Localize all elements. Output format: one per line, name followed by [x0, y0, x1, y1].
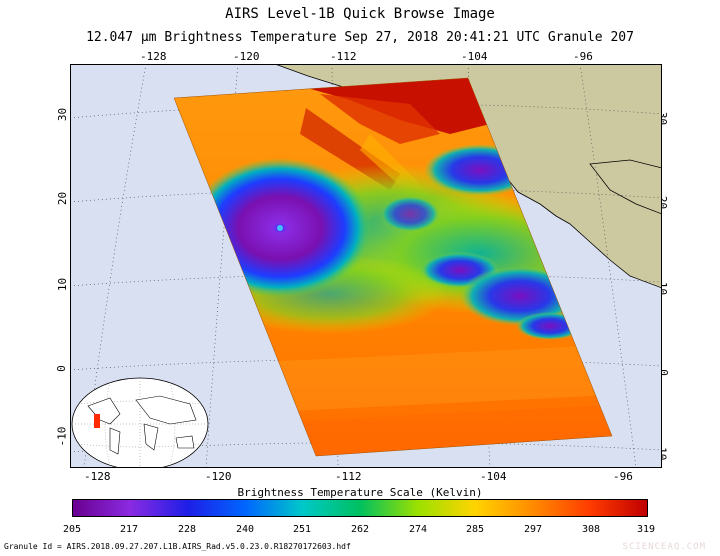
top-lon-label: -112 [330, 50, 357, 63]
colorbar-tick: 285 [465, 524, 485, 535]
top-lon-label: -96 [573, 50, 593, 63]
map-frame [70, 64, 662, 468]
top-lon-label: -104 [461, 50, 488, 63]
colorbar-tick: 319 [636, 524, 656, 535]
colorbar-tick: 205 [62, 524, 82, 535]
inset-globe [71, 377, 209, 468]
map-panel [70, 64, 662, 468]
image-subtitle: 12.047 μm Brightness Temperature Sep 27,… [86, 30, 634, 45]
colorbar-tick: 240 [235, 524, 255, 535]
colorbar-tick: 274 [408, 524, 428, 535]
left-lat-label: 0 [54, 365, 68, 372]
colorbar-tick: 217 [119, 524, 139, 535]
swath-outline [173, 77, 613, 457]
watermark-credit: SCIENCEAQ.COM [622, 542, 706, 552]
colorbar-tick: 297 [523, 524, 543, 535]
bottom-lon-label: -104 [480, 470, 507, 483]
image-title: AIRS Level-1B Quick Browse Image [225, 6, 495, 22]
left-lat-label: 30 [56, 107, 70, 122]
bottom-lon-label: -128 [84, 470, 111, 483]
colorbar-tick: 228 [177, 524, 197, 535]
yucatan-land [589, 159, 662, 215]
colorbar-title: Brightness Temperature Scale (Kelvin) [237, 486, 483, 499]
bottom-lon-label: -96 [613, 470, 633, 483]
colorbar-tick: 251 [292, 524, 312, 535]
colorbar-tick: 262 [350, 524, 370, 535]
colorbar-tick: 308 [581, 524, 601, 535]
bottom-lon-label: -120 [205, 470, 232, 483]
left-lat-label: 10 [56, 277, 70, 292]
bottom-lon-label: -112 [335, 470, 362, 483]
colorbar [72, 499, 648, 517]
top-lon-label: -128 [140, 50, 167, 63]
top-lon-label: -120 [233, 50, 260, 63]
granule-id: Granule Id = AIRS.2018.09.27.207.L1B.AIR… [4, 542, 351, 551]
left-lat-label: -10 [55, 426, 69, 447]
left-lat-label: 20 [56, 191, 70, 206]
